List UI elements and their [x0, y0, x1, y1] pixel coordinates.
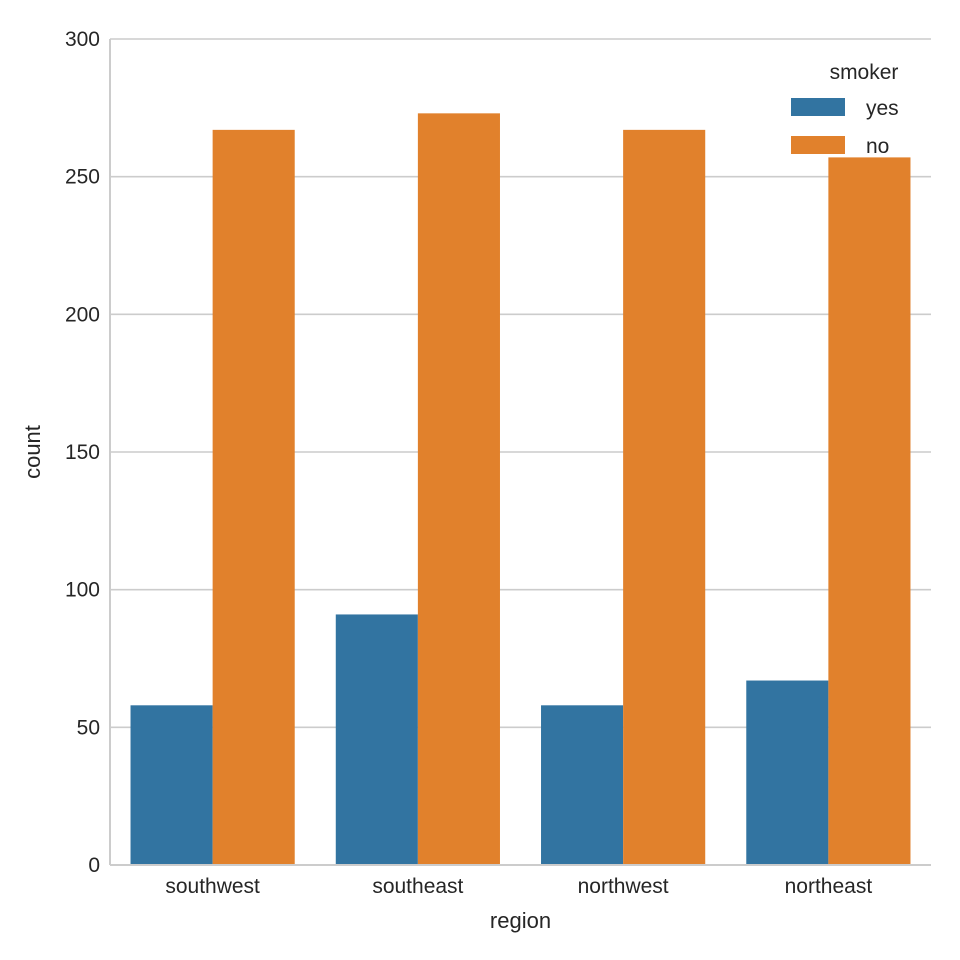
- y-tick-label: 50: [77, 716, 100, 739]
- y-tick-label: 100: [65, 579, 100, 602]
- y-tick-label: 200: [65, 303, 100, 326]
- legend: smoker yes no: [791, 61, 899, 158]
- legend-title: smoker: [830, 61, 899, 84]
- bar-yes-southeast: [335, 614, 418, 865]
- x-tick-label: southwest: [165, 875, 260, 898]
- legend-label: no: [866, 135, 889, 158]
- y-tick-label: 0: [88, 854, 100, 877]
- bar-no-northeast: [828, 157, 911, 866]
- bar-no-southwest: [212, 129, 295, 866]
- y-tick-labels: 0 50 100 150 200 250 300: [65, 28, 100, 877]
- bar-no-northwest: [623, 129, 706, 866]
- x-tick-labels: southwest southeast northwest northeast: [165, 875, 872, 898]
- x-tick-label: northwest: [578, 875, 669, 898]
- bar-yes-northeast: [746, 680, 829, 865]
- y-tick-label: 150: [65, 441, 100, 464]
- legend-swatch-no: [791, 136, 845, 154]
- legend-items: yes no: [791, 97, 899, 158]
- bar-yes-northwest: [541, 705, 624, 865]
- bar-yes-southwest: [130, 705, 213, 865]
- x-axis-title: region: [490, 908, 551, 933]
- legend-swatch-yes: [791, 98, 845, 116]
- bars: [130, 113, 911, 866]
- y-tick-label: 250: [65, 166, 100, 189]
- axes: [109, 39, 931, 866]
- y-axis-title: count: [20, 425, 45, 479]
- x-tick-label: northeast: [785, 875, 873, 898]
- y-tick-label: 300: [65, 28, 100, 51]
- legend-label: yes: [866, 97, 899, 120]
- bar-no-southeast: [417, 113, 500, 866]
- x-tick-label: southeast: [372, 875, 463, 898]
